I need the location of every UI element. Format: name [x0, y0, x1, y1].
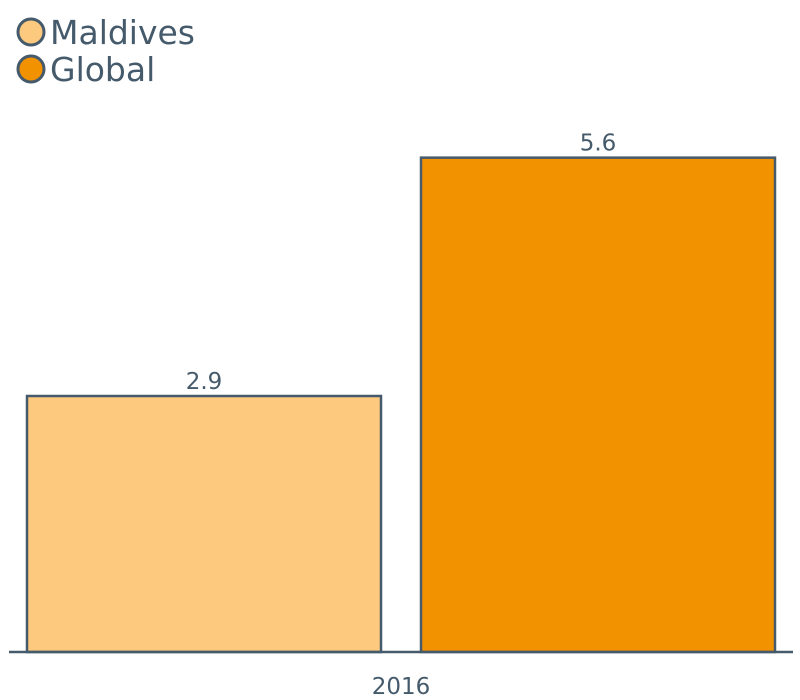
- legend-swatch-maldives: [16, 17, 46, 47]
- legend-item-global: Global: [16, 50, 155, 89]
- legend-label-global: Global: [50, 50, 155, 89]
- bars: [25, 156, 777, 654]
- x-tick-label-2016: 2016: [372, 674, 431, 700]
- legend-label-maldives: Maldives: [50, 13, 195, 52]
- data-label-global-2016: 5.6: [580, 131, 617, 157]
- bar-maldives-2016: [25, 394, 383, 654]
- bar-global-2016: [419, 156, 777, 654]
- legend-item-maldives: Maldives: [16, 13, 195, 52]
- legend-swatch-global: [16, 54, 46, 84]
- legend: Maldives Global: [16, 13, 195, 89]
- value-labels: 2.9 5.6: [186, 131, 617, 395]
- data-label-maldives-2016: 2.9: [186, 369, 223, 395]
